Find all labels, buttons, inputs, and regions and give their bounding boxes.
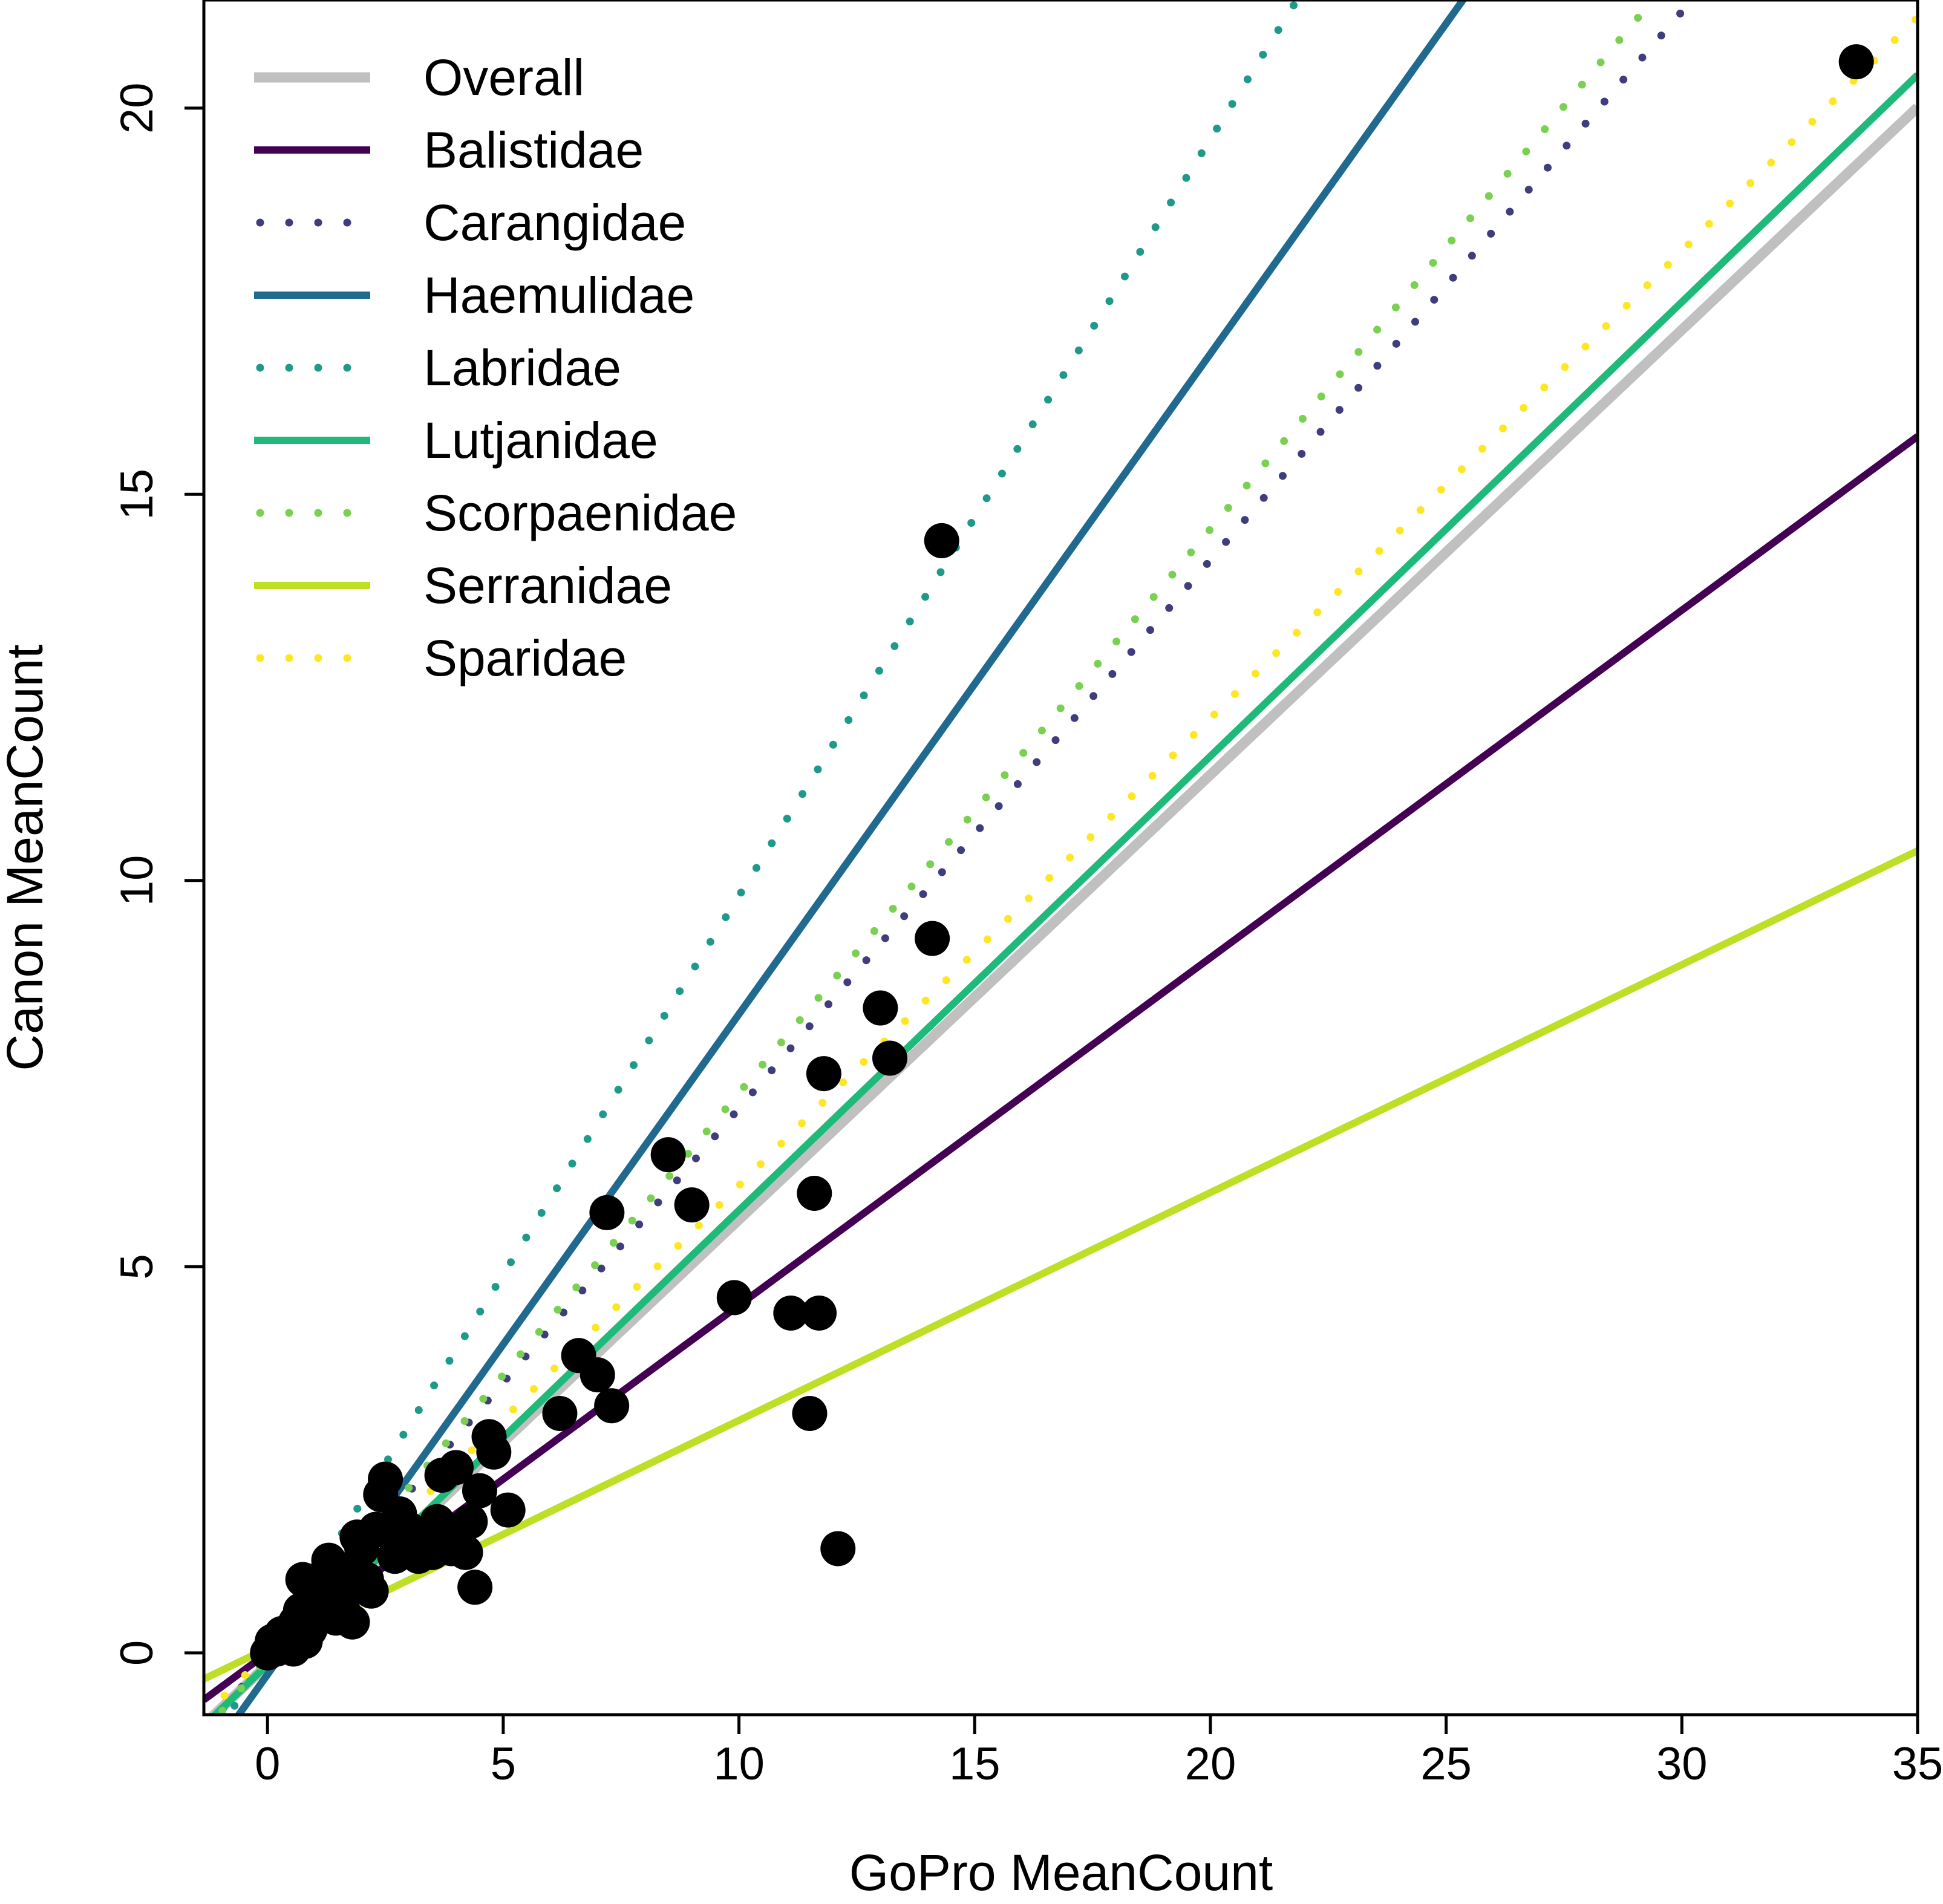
y-axis: 0 5 10 15 20 xyxy=(111,83,206,1666)
data-point-29 xyxy=(368,1461,403,1497)
series-line-serranidae xyxy=(204,847,1918,1683)
legend: Overall Balistidae Carangidae Haemulidae Lab… xyxy=(254,49,737,686)
data-point-53 xyxy=(580,1357,615,1393)
data-point-47 xyxy=(462,1473,497,1508)
y-axis-label: Canon MeanCount xyxy=(0,644,53,1071)
data-point-68 xyxy=(924,523,959,558)
series-line-carangidae xyxy=(212,0,1697,1715)
data-point-51 xyxy=(542,1395,578,1431)
data-point-45 xyxy=(452,1504,488,1539)
x-tick-label-35: 35 xyxy=(1892,1738,1943,1790)
data-point-26 xyxy=(353,1573,389,1609)
data-point-50 xyxy=(490,1492,526,1528)
legend-label-lutjanidae: Lutjanidae xyxy=(423,412,658,469)
x-tick-label-30: 30 xyxy=(1656,1738,1708,1790)
legend-label-overall: Overall xyxy=(423,49,584,106)
y-tick-label-5: 5 xyxy=(111,1254,163,1279)
x-axis-label: GoPro MeanCount xyxy=(849,1844,1273,1901)
series-line-scorpaenidae xyxy=(214,0,1658,1715)
data-point-66 xyxy=(872,1040,907,1076)
x-tick-label-0: 0 xyxy=(255,1738,280,1790)
data-point-62 xyxy=(802,1295,837,1331)
data-point-56 xyxy=(650,1137,686,1173)
x-axis: 0 5 10 15 20 25 30 35 xyxy=(255,1713,1943,1790)
legend-label-scorpaenidae: Scorpaenidae xyxy=(423,484,737,541)
data-point-57 xyxy=(674,1187,710,1223)
data-point-59 xyxy=(773,1295,809,1331)
legend-label-sparidae: Sparidae xyxy=(423,630,627,686)
series-line-labridae xyxy=(224,0,1302,1715)
data-point-55 xyxy=(594,1388,630,1424)
data-point-69 xyxy=(1838,44,1874,80)
data-point-22 xyxy=(335,1604,370,1640)
legend-label-carangidae: Carangidae xyxy=(423,194,686,251)
data-point-61 xyxy=(797,1176,832,1211)
legend-label-balistidae: Balistidae xyxy=(423,122,644,178)
x-tick-label-15: 15 xyxy=(949,1738,1001,1790)
data-point-63 xyxy=(806,1056,841,1092)
y-tick-label-10: 10 xyxy=(111,855,163,907)
y-tick-label-20: 20 xyxy=(111,83,163,134)
y-tick-label-15: 15 xyxy=(111,469,163,520)
legend-label-haemulidae: Haemulidae xyxy=(423,267,694,324)
data-point-58 xyxy=(716,1280,752,1316)
data-point-67 xyxy=(915,921,950,956)
x-tick-label-10: 10 xyxy=(713,1738,765,1790)
data-point-49 xyxy=(476,1434,512,1470)
data-point-44 xyxy=(448,1534,483,1570)
data-points xyxy=(250,44,1874,1671)
legend-label-labridae: Labridae xyxy=(423,339,621,396)
data-point-46 xyxy=(457,1570,493,1605)
data-point-54 xyxy=(589,1195,625,1230)
data-point-60 xyxy=(792,1395,828,1431)
data-point-64 xyxy=(820,1531,856,1567)
data-point-65 xyxy=(863,990,898,1026)
series-line-haemulidae xyxy=(234,0,1468,1715)
x-tick-label-20: 20 xyxy=(1185,1738,1236,1790)
legend-label-serranidae: Serranidae xyxy=(423,557,672,614)
data-point-42 xyxy=(438,1450,474,1485)
x-tick-label-5: 5 xyxy=(491,1738,516,1790)
x-tick-label-25: 25 xyxy=(1420,1738,1472,1790)
regression-lines xyxy=(204,0,1918,1715)
y-tick-label-0: 0 xyxy=(111,1640,163,1666)
